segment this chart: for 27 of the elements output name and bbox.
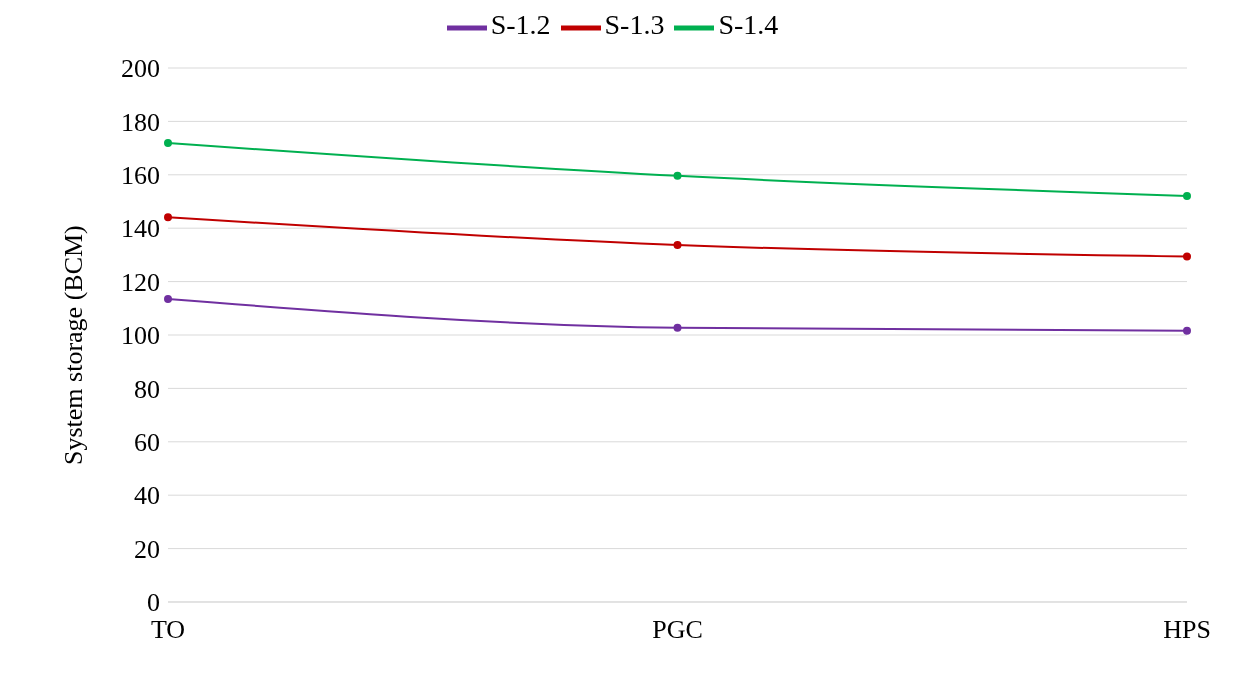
point (1183, 252, 1191, 261)
y-tick-label: 0 (147, 588, 160, 618)
y-tick-label: 80 (134, 374, 160, 404)
y-tick-label: 20 (134, 534, 160, 564)
point (673, 323, 682, 332)
legend-label: S-1.2 (490, 9, 551, 41)
y-axis-title: System storage (BCM) (59, 225, 89, 465)
y-tick-label: 180 (121, 107, 160, 137)
x-tick-label: PGC (652, 615, 703, 645)
x-tick-label: HPS (1163, 615, 1211, 645)
x-tick-label: TO (150, 615, 186, 645)
point (1183, 191, 1191, 200)
point (1183, 326, 1191, 335)
point (673, 171, 682, 180)
legend-label: S-1.3 (604, 9, 665, 41)
y-tick-label: 120 (121, 267, 160, 297)
y-tick-label: 100 (121, 321, 160, 351)
y-tick-label: 160 (121, 161, 160, 191)
point (673, 241, 682, 250)
legend-label: S-1.4 (718, 9, 779, 41)
y-tick-label: 60 (134, 428, 160, 458)
point (164, 294, 172, 303)
y-tick-label: 40 (134, 481, 160, 511)
point (164, 139, 172, 148)
y-tick-label: 200 (121, 54, 160, 84)
y-tick-label: 140 (121, 214, 160, 244)
point (164, 213, 172, 222)
